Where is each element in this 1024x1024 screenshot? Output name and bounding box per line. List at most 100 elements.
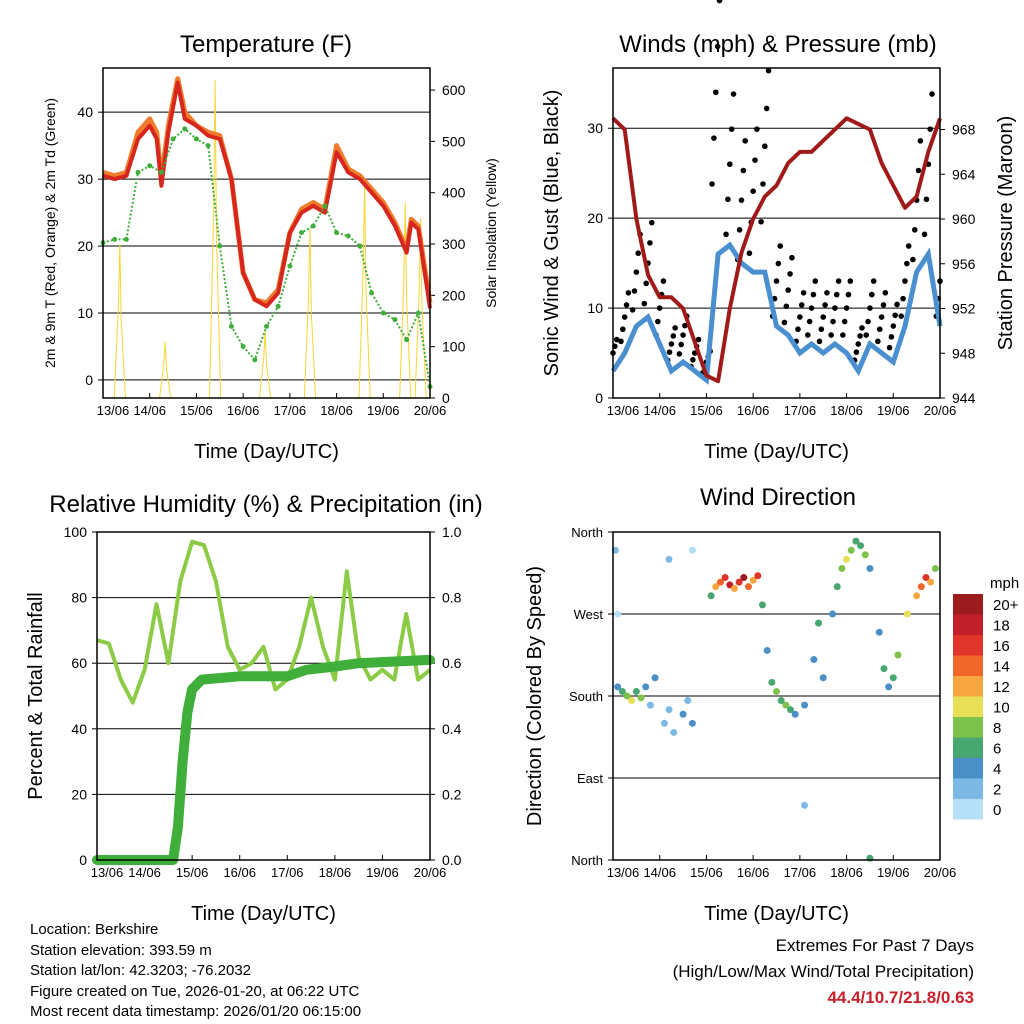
rainfall-line (92, 654, 435, 865)
y2-tick-label: 500 (442, 133, 466, 149)
gust-point (752, 157, 758, 163)
gust-point (740, 167, 747, 174)
temperature-line-2mt (102, 80, 432, 309)
gust-point (828, 332, 834, 338)
gust-point (714, 43, 721, 50)
gust-point (876, 326, 883, 333)
gust-point (867, 305, 873, 311)
legend-swatch (953, 635, 983, 656)
gust-point (620, 326, 626, 333)
direction-point (903, 610, 911, 618)
gust-point (880, 302, 887, 308)
elevation-text: Station elevation: 393.59 m (30, 941, 212, 959)
direction-point (679, 710, 687, 718)
gust-point (886, 344, 893, 351)
y-tick-label: 20 (587, 210, 603, 226)
gust-point (905, 243, 912, 249)
x-tick-label: 19/06 (877, 865, 910, 880)
direction-point (927, 578, 935, 586)
panel-4: Wind Direction Time (Day/UTC) North East Sou… (524, 484, 1019, 925)
x-tick-label: 14/06 (643, 403, 676, 418)
gust-point (795, 326, 801, 333)
x-tick-label: 19/06 (366, 865, 399, 880)
y2-tick-label: 0.0 (442, 852, 462, 868)
legend-swatch (953, 696, 983, 717)
gust-point (898, 313, 905, 319)
gust-point (875, 338, 881, 345)
gust-point (833, 291, 840, 298)
direction-point (880, 665, 888, 673)
gust-point (643, 280, 649, 287)
gust-point (676, 351, 683, 357)
gust-point (917, 138, 924, 144)
gust-point (797, 314, 803, 320)
direction-point (833, 583, 841, 591)
gust-point (631, 288, 638, 294)
direction-point (838, 564, 846, 572)
y-axis-label: Direction (Colored By Speed) (524, 566, 546, 826)
gust-point (754, 126, 760, 132)
gust-point (853, 349, 860, 355)
direction-point (758, 601, 766, 609)
gust-point (806, 318, 813, 325)
direction-point (773, 687, 780, 695)
x-axis-label: Time (Day/UTC) (194, 441, 339, 463)
legend-label: 16 (993, 638, 1010, 655)
gust-point (816, 338, 823, 345)
direction-point (637, 694, 645, 702)
gust-point (888, 334, 895, 340)
gust-point (690, 356, 696, 363)
gust-point (900, 295, 906, 302)
x-tick-label: 19/06 (367, 403, 400, 418)
y-tick-label: North (571, 525, 603, 540)
direction-point (665, 555, 673, 563)
gust-point (712, 89, 719, 96)
direction-point (651, 674, 659, 682)
y-tick-label: 40 (71, 721, 87, 737)
gust-point (736, 227, 743, 233)
station-info: Location: Berkshire Station elevation: 3… (30, 920, 361, 1023)
gust-point (670, 333, 677, 339)
direction-point (684, 697, 692, 705)
x-tick-label: 18/06 (319, 865, 352, 880)
y2-axis-label: Station Pressure (Maroon) (995, 116, 1017, 351)
x-tick-label: 16/06 (223, 865, 256, 880)
gust-point (762, 143, 768, 150)
y-tick-label: 60 (71, 655, 87, 671)
y2-tick-label: 0.8 (442, 590, 462, 606)
gust-point (812, 278, 819, 284)
gust-point (625, 289, 632, 296)
direction-point (721, 574, 729, 582)
y-axis-label: 2m & 9m T (Red, Orange) & 2m Td (Green) (42, 98, 58, 368)
x-tick-label: 19/06 (877, 403, 910, 418)
dewpoint-point (345, 233, 351, 239)
direction-point (712, 583, 720, 591)
gust-point (870, 278, 877, 284)
x-axis-label: Time (Day/UTC) (704, 441, 849, 463)
gust-point (763, 105, 770, 112)
y-tick-label: East (577, 771, 603, 786)
chart-title: Temperature (F) (180, 31, 352, 58)
y2-tick-label: 956 (952, 256, 976, 272)
gust-point (629, 307, 636, 313)
humidity-line (96, 539, 432, 705)
y-tick-label: North (571, 853, 603, 868)
gust-point (923, 196, 930, 203)
y2-tick-label: 952 (952, 301, 976, 317)
x-tick-label: 16/06 (737, 865, 770, 880)
direction-point (819, 674, 827, 682)
x-tick-label: 18/06 (320, 403, 353, 418)
y-tick-label: 20 (77, 238, 93, 254)
direction-point (913, 592, 921, 600)
y-tick-label: South (569, 689, 603, 704)
y-axis-label: Sonic Wind & Gust (Blue, Black) (541, 90, 563, 377)
direction-point (688, 719, 696, 727)
gust-point (840, 332, 846, 338)
direction-point (632, 687, 640, 695)
legend-label: 10 (993, 700, 1010, 717)
y2-tick-label: 1.0 (442, 524, 462, 540)
gust-point (723, 231, 729, 238)
x-tick-label: 20/06 (924, 403, 957, 418)
y-tick-label: 100 (64, 524, 88, 540)
gust-point (635, 250, 642, 257)
